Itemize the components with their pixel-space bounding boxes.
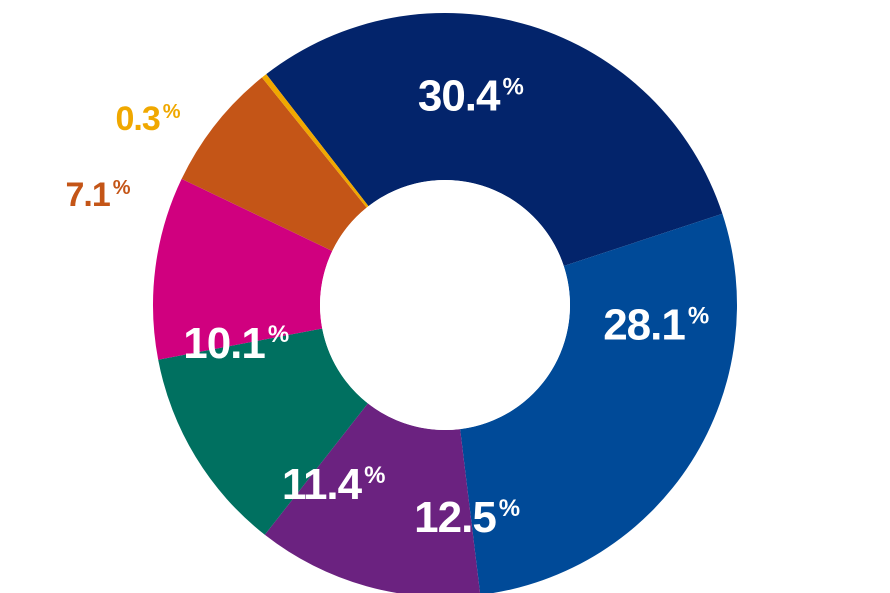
slice-0-3 (261, 74, 369, 208)
data-label-28-1: 28.1% (603, 300, 709, 349)
slice-28-1 (460, 213, 737, 593)
slices-group (152, 13, 737, 593)
slice-30-4 (266, 13, 723, 266)
data-label-11-4: 11.4% (282, 460, 386, 509)
donut-hole (320, 180, 570, 430)
data-label-0-3: 0.3% (115, 100, 180, 138)
labels-group: 30.4 % 28.1 % 12.5 % 11.4 % 10.1 % 7.1 % 0.3% (65, 72, 709, 542)
slice-12-5 (264, 403, 481, 593)
slice-10-1 (152, 178, 333, 360)
data-label-12-5: 12.5% (414, 493, 520, 542)
data-label-30-4: 30.4% (418, 72, 524, 121)
data-label-7-1: 7.1% (65, 176, 130, 214)
slice-11-4 (158, 328, 368, 535)
slice-7-1 (181, 77, 367, 252)
data-label-10-1: 10.1% (183, 319, 289, 368)
